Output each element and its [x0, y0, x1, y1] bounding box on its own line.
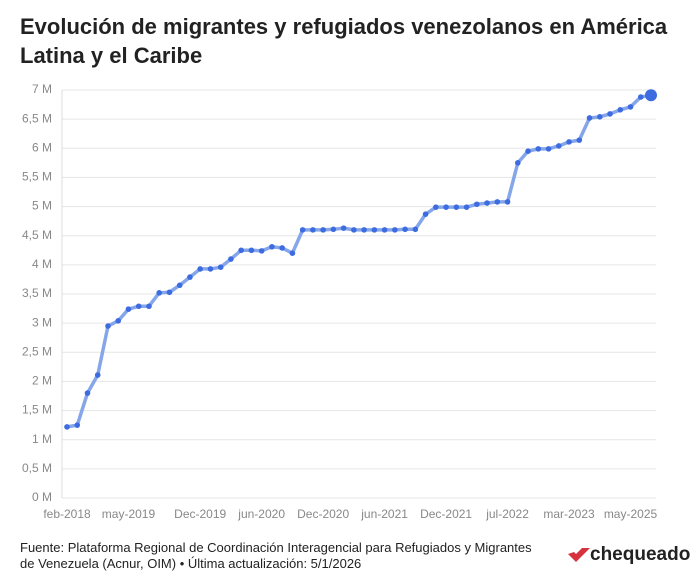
- x-tick-label: Dec-2019: [174, 507, 226, 521]
- x-tick-label: jun-2020: [237, 507, 285, 521]
- data-point: [64, 424, 70, 430]
- data-point: [504, 199, 511, 205]
- data-point: [361, 227, 367, 233]
- data-point: [258, 248, 265, 254]
- data-point: [535, 146, 542, 152]
- data-point: [330, 226, 337, 233]
- data-point: [248, 247, 255, 254]
- data-point: [74, 422, 81, 428]
- y-tick-label: 5 M: [32, 199, 52, 213]
- data-point: [381, 227, 388, 233]
- data-point: [392, 227, 398, 233]
- data-point: [463, 204, 470, 210]
- data-point: [433, 204, 439, 210]
- x-tick-label: jun-2021: [360, 507, 408, 521]
- data-point: [125, 306, 132, 312]
- x-tick-label: may-2025: [604, 507, 658, 521]
- x-tick-label: Dec-2020: [297, 507, 349, 521]
- y-tick-label: 1 M: [32, 432, 52, 446]
- data-point: [453, 204, 460, 210]
- data-point: [166, 289, 173, 296]
- data-point: [94, 372, 101, 378]
- data-point: [637, 94, 644, 100]
- data-point: [197, 266, 203, 272]
- y-tick-label: 3,5 M: [22, 286, 52, 300]
- data-point: [176, 282, 183, 289]
- data-point: [645, 89, 657, 102]
- data-point: [146, 303, 152, 310]
- data-point: [494, 199, 501, 205]
- brand-name: chequeado: [590, 544, 691, 565]
- data-point: [351, 227, 357, 233]
- data-point: [84, 390, 91, 396]
- data-point: [412, 226, 419, 233]
- x-tick-label: may-2019: [102, 507, 156, 521]
- data-point: [289, 250, 296, 256]
- data-point: [207, 266, 214, 272]
- data-point: [402, 226, 408, 233]
- y-tick-label: 2,5 M: [22, 344, 52, 358]
- data-point: [617, 107, 624, 113]
- y-tick-label: 2 M: [32, 374, 52, 388]
- x-tick-label: Dec-2021: [420, 507, 472, 521]
- series-line: [66, 93, 652, 429]
- y-tick-label: 1,5 M: [22, 403, 52, 417]
- data-point: [627, 104, 634, 110]
- data-point: [135, 303, 142, 310]
- data-point: [371, 227, 378, 233]
- data-point: [310, 227, 316, 233]
- y-tick-label: 4,5 M: [22, 228, 52, 242]
- data-point: [484, 200, 490, 206]
- logo-icon: [568, 548, 590, 562]
- data-point: [269, 243, 275, 250]
- y-tick-label: 6 M: [32, 140, 52, 154]
- x-tick-label: mar-2023: [543, 507, 595, 521]
- y-tick-label: 6,5 M: [22, 111, 52, 125]
- data-point: [596, 114, 603, 120]
- data-point: [586, 115, 593, 121]
- data-point: [228, 256, 234, 262]
- chart-title: Evolución de migrantes y refugiados vene…: [20, 14, 668, 68]
- data-point: [525, 148, 531, 154]
- data-point: [105, 323, 111, 329]
- source-note: Fuente: Plataforma Regional de Coordinac…: [20, 540, 532, 571]
- data-point: [156, 290, 163, 296]
- data-point: [576, 137, 583, 143]
- data-point: [566, 139, 572, 145]
- data-point: [607, 111, 613, 117]
- data-point: [555, 143, 562, 149]
- x-tick-label: jul-2022: [485, 507, 529, 521]
- data-point: [238, 247, 244, 254]
- y-tick-label: 3 M: [32, 315, 52, 329]
- data-point: [320, 227, 326, 233]
- data-point: [279, 245, 285, 251]
- data-point: [299, 227, 306, 233]
- data-point: [515, 160, 521, 166]
- data-point: [545, 146, 552, 152]
- data-point: [115, 318, 122, 324]
- y-tick-label: 4 M: [32, 257, 52, 271]
- data-point: [443, 204, 449, 210]
- data-point: [340, 225, 347, 231]
- y-tick-label: 0,5 M: [22, 461, 52, 475]
- brand-logo: chequeado: [568, 544, 690, 566]
- x-tick-label: feb-2018: [43, 507, 91, 521]
- data-point: [422, 211, 429, 217]
- data-point: [187, 274, 193, 280]
- y-tick-label: 5,5 M: [22, 170, 52, 184]
- data-point: [217, 264, 224, 270]
- data-point: [474, 201, 480, 208]
- y-tick-label: 0 M: [32, 490, 52, 504]
- y-tick-label: 7 M: [32, 82, 52, 96]
